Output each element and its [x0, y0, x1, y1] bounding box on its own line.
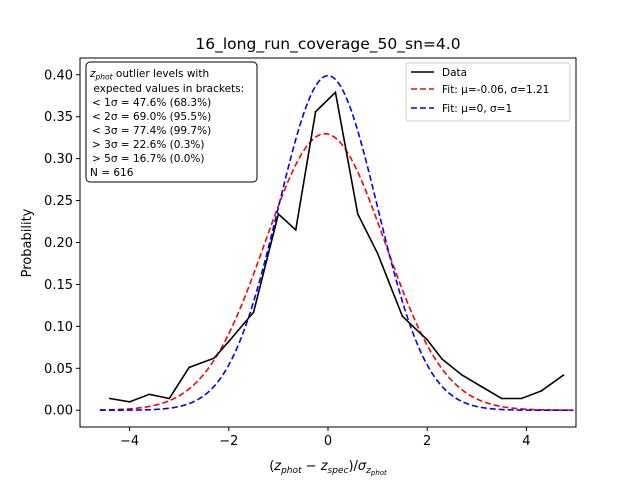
x-tick-label: 4 — [522, 434, 530, 449]
y-tick-label: 0.35 — [44, 110, 73, 125]
x-tick-label: 2 — [423, 434, 431, 449]
data-point — [401, 315, 404, 318]
data-point — [540, 390, 543, 392]
annotation-line-4: < 3σ = 77.4% (99.7%) — [92, 125, 211, 137]
annotation-line-6: > 5σ = 16.7% (0.0%) — [92, 153, 205, 165]
annotation-line-2: < 1σ = 47.6% (68.3%) — [92, 97, 211, 109]
annotation-line-7: N = 616 — [90, 167, 134, 179]
data-point — [228, 340, 230, 343]
series-lines — [99, 74, 574, 412]
y-axis: 0.00 0.05 0.10 0.15 0.20 0.25 0.30 0.35 0.40 — [44, 68, 80, 419]
data-point — [188, 366, 190, 369]
data-point — [376, 252, 379, 255]
fit-line-blue — [99, 74, 574, 412]
annotation-box — [85, 61, 258, 183]
data-point — [461, 374, 463, 376]
y-tick-label: 0.25 — [44, 194, 73, 209]
x-axis-title: (zphot − zspec)/σzphot — [269, 459, 387, 477]
x-tick-label: 0 — [324, 434, 332, 449]
data-point — [277, 213, 280, 215]
legend: Data Fit: μ=-0.06, σ=1.21 Fit: μ=0, σ=1 — [405, 62, 571, 122]
x-tick-label: −2 — [219, 434, 238, 449]
x-tick-label: −4 — [120, 434, 139, 449]
annotation-line-3: < 2σ = 69.0% (95.5%) — [92, 111, 211, 123]
legend-label-fit-blue: Fit: μ=0, σ=1 — [442, 103, 512, 115]
data-point — [294, 229, 297, 231]
annotation-line-1: expected values in brackets: — [90, 83, 244, 95]
y-tick-label: 0.00 — [44, 404, 73, 419]
y-tick-label: 0.20 — [44, 236, 73, 251]
data-point — [252, 311, 255, 313]
y-tick-label: 0.15 — [44, 278, 73, 293]
data-point — [562, 374, 565, 376]
x-axis: −4 −2 0 2 4 — [120, 427, 531, 449]
y-axis-title: Probability — [20, 208, 35, 277]
data-point — [314, 110, 317, 113]
data-point — [480, 385, 483, 388]
data-point — [441, 358, 443, 360]
legend-label-data: Data — [442, 67, 467, 79]
data-point — [520, 397, 523, 400]
y-tick-label: 0.10 — [44, 320, 73, 335]
outlier-annotation: zphot outlier levels with expected value… — [85, 61, 258, 183]
fit-line-red — [99, 132, 574, 411]
annotation-line-0: zphot outlier levels with — [89, 68, 209, 82]
y-tick-label: 0.40 — [44, 68, 73, 83]
data-point — [500, 397, 503, 400]
legend-box — [405, 62, 571, 122]
data-point — [426, 338, 429, 341]
y-tick-label: 0.30 — [44, 152, 73, 167]
data-point — [168, 397, 171, 400]
data-point — [334, 91, 337, 94]
data-point — [108, 397, 111, 400]
chart-title: 16_long_run_coverage_50_sn=4.0 — [195, 35, 460, 54]
data-point — [148, 393, 151, 396]
legend-label-fit-red: Fit: μ=-0.06, σ=1.21 — [442, 84, 549, 96]
y-tick-label: 0.05 — [44, 362, 73, 377]
annotation-line-5: > 3σ = 22.6% (0.3%) — [92, 139, 205, 151]
data-point — [356, 213, 359, 215]
data-point — [213, 357, 215, 360]
data-point — [128, 401, 131, 403]
